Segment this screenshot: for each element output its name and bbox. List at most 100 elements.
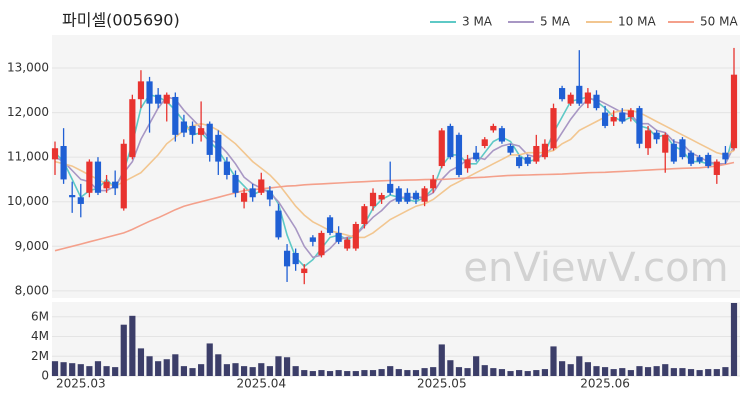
y-tick-label: 12,000 <box>7 105 49 119</box>
candle-body <box>301 268 308 274</box>
volume-bar <box>309 371 316 376</box>
candle-body <box>412 192 420 200</box>
candle-body <box>430 179 437 189</box>
watermark: enViewV.com <box>463 245 728 291</box>
candle-body <box>120 143 127 209</box>
candle-body <box>490 125 497 131</box>
y-tick-label: 11,000 <box>7 150 49 164</box>
volume-bar <box>361 370 368 376</box>
volume-bar <box>189 368 196 376</box>
volume-bar <box>662 364 669 376</box>
candle-body <box>240 192 248 202</box>
chart-title: 파미셀(005690) <box>62 11 180 30</box>
volume-bar <box>498 369 506 376</box>
ma-line <box>54 109 735 239</box>
x-tick-label: 2025.04 <box>236 377 286 391</box>
volume-bar <box>533 370 540 376</box>
candle-body <box>507 145 514 153</box>
volume-bar <box>180 366 188 376</box>
candle-body <box>653 132 660 140</box>
volume-bar <box>335 370 342 376</box>
volume-bar <box>610 369 617 376</box>
candle-body <box>567 94 574 104</box>
candle-body <box>593 94 600 109</box>
candle-body <box>378 195 385 200</box>
volume-bar <box>395 369 402 376</box>
volume-bar <box>232 363 239 376</box>
volume-bar <box>722 367 729 376</box>
candle-body <box>86 161 93 193</box>
volume-bar <box>137 348 145 376</box>
volume-tick-label: 2M <box>31 349 49 363</box>
candle-body <box>516 157 523 167</box>
volume-bar <box>112 367 119 376</box>
candle-body <box>722 152 729 160</box>
volume-bar <box>163 359 170 376</box>
volume-bar <box>619 368 626 376</box>
candle-body <box>662 134 669 153</box>
candle-body <box>619 112 626 122</box>
candle-body <box>533 145 540 162</box>
candle-body <box>636 108 643 144</box>
volume-bar <box>481 365 488 376</box>
candle-body <box>180 121 188 133</box>
candle-body <box>198 128 205 135</box>
candle-body <box>584 92 591 104</box>
price-panel <box>52 35 740 298</box>
candle-body <box>60 145 67 180</box>
candle-body <box>258 179 265 193</box>
volume-bar <box>51 361 59 376</box>
y-tick-label: 10,000 <box>7 194 49 208</box>
volume-bar <box>292 366 299 376</box>
volume-bar <box>524 371 531 376</box>
candle-body <box>206 123 213 155</box>
volume-bar <box>352 371 359 376</box>
volume-bar <box>129 315 136 376</box>
volume-bar <box>687 369 695 376</box>
candle-body <box>352 224 359 249</box>
volume-bar <box>275 356 282 376</box>
legend-label: 5 MA <box>540 15 571 29</box>
candle-body <box>326 217 334 233</box>
volume-bar <box>369 370 377 376</box>
volume-bar <box>447 360 454 376</box>
candle-body <box>146 81 153 104</box>
volume-tick-label: 0 <box>41 369 49 383</box>
volume-bar <box>249 367 256 376</box>
candle-body <box>438 130 445 167</box>
x-tick-label: 2025.06 <box>580 377 630 391</box>
x-tick-label: 2025.05 <box>417 377 467 391</box>
candle-body <box>249 188 256 198</box>
candle-body <box>524 157 531 164</box>
ma-line <box>54 161 735 252</box>
volume-bar <box>258 363 265 376</box>
volume-bar <box>550 346 557 376</box>
x-tick-label: 2025.03 <box>56 377 106 391</box>
volume-bar <box>223 364 230 376</box>
candle-body <box>103 181 110 189</box>
volume-bar <box>120 324 127 376</box>
volume-bar <box>696 370 703 376</box>
volume-bar <box>559 361 566 376</box>
volume-bar <box>653 366 660 376</box>
candle-body <box>481 139 488 146</box>
candle-body <box>112 181 119 189</box>
volume-bar <box>576 356 583 376</box>
candle-body <box>687 152 695 164</box>
candle-body <box>189 125 196 135</box>
volume-bar <box>69 363 76 376</box>
volume-bar <box>670 368 677 376</box>
volume-bar <box>155 361 162 376</box>
candle-body <box>51 148 59 160</box>
volume-bar <box>206 343 213 376</box>
volume-bar <box>378 369 385 376</box>
volume-bar <box>455 367 463 376</box>
volume-bar <box>94 361 102 376</box>
candle-body <box>670 143 677 162</box>
candle-body <box>644 130 652 149</box>
volume-bar <box>404 370 411 376</box>
candle-body <box>292 252 299 265</box>
candle-body <box>541 143 549 158</box>
candle-body <box>94 161 102 193</box>
volume-bar <box>593 366 600 376</box>
